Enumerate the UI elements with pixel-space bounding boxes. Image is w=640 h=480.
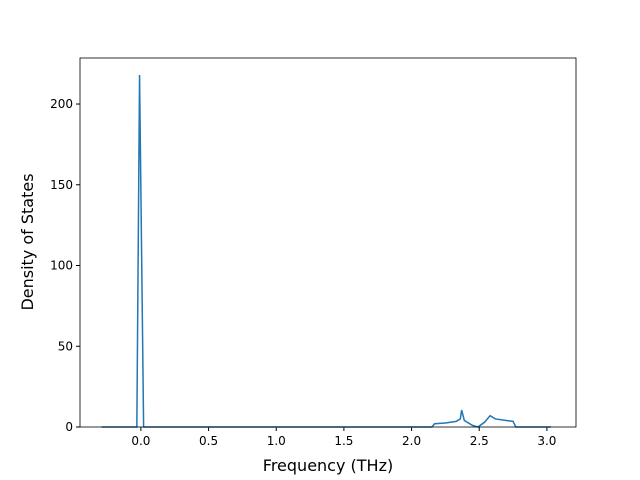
y-tick-label: 50 — [58, 339, 73, 353]
x-tick-label: 1.0 — [267, 434, 286, 448]
x-tick-label: 1.5 — [334, 434, 353, 448]
y-tick-label: 100 — [50, 259, 73, 273]
x-tick-label: 0.0 — [131, 434, 150, 448]
x-tick-label: 2.0 — [402, 434, 421, 448]
x-tick-label: 0.5 — [199, 434, 218, 448]
y-tick-label: 150 — [50, 178, 73, 192]
y-tick-label: 0 — [65, 420, 73, 434]
x-tick-label: 3.0 — [537, 434, 556, 448]
x-axis-label: Frequency (THz) — [263, 456, 393, 475]
plot-frame — [79, 57, 577, 428]
x-tick-label: 2.5 — [470, 434, 489, 448]
y-tick-label: 200 — [50, 97, 73, 111]
y-axis-label: Density of States — [18, 173, 37, 310]
